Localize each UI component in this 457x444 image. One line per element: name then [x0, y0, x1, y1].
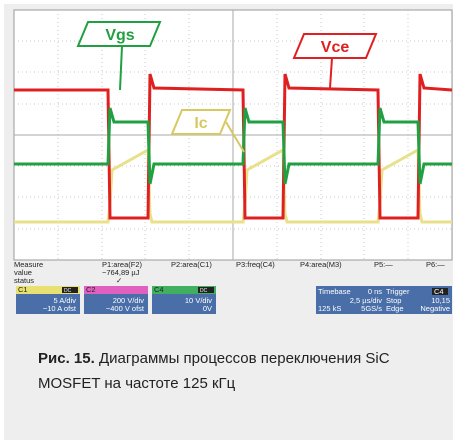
oscilloscope: Vgs Vce Ic Measure value status P1:area(… [4, 4, 453, 324]
channel-name: C1 [18, 285, 28, 294]
measure-param: P2:area(C1) [171, 260, 212, 269]
vgs-label: Vgs [105, 27, 134, 44]
timebase-samples: 125 kS [318, 304, 341, 313]
trigger-label: Trigger [386, 287, 410, 296]
trigger-slope: Negative [420, 304, 450, 313]
timebase-label: Timebase [318, 287, 351, 296]
measure-status: ✓ [116, 276, 122, 285]
measure-param: P5:— [374, 260, 393, 269]
measure-param: P6:— [426, 260, 445, 269]
caption: Рис. 15. Диаграммы процессов переключени… [38, 346, 448, 396]
channel-coupling: DC [64, 288, 72, 294]
vce-label: Vce [321, 39, 350, 56]
figure: Vgs Vce Ic Measure value status P1:area(… [4, 4, 453, 440]
channel-offset: −10 A ofst [43, 304, 77, 313]
timebase-delay: 0 ns [368, 287, 382, 296]
channel-offset: 0V [203, 304, 212, 313]
measure-param: P4:area(M3) [300, 260, 342, 269]
channel-name: C4 [154, 285, 164, 294]
caption-number: Рис. 15. [38, 350, 95, 367]
trigger-source: C4 [434, 287, 444, 296]
ic-label: Ic [194, 115, 207, 132]
measure-label: status [14, 276, 34, 285]
measure-param: P3:freq(C4) [236, 260, 275, 269]
channel-name: C2 [86, 285, 96, 294]
timebase-rate: 5GS/s [361, 304, 382, 313]
channel-offset: −400 V ofst [106, 304, 145, 313]
trigger-type: Edge [386, 304, 404, 313]
channel-coupling: DC [200, 288, 208, 294]
